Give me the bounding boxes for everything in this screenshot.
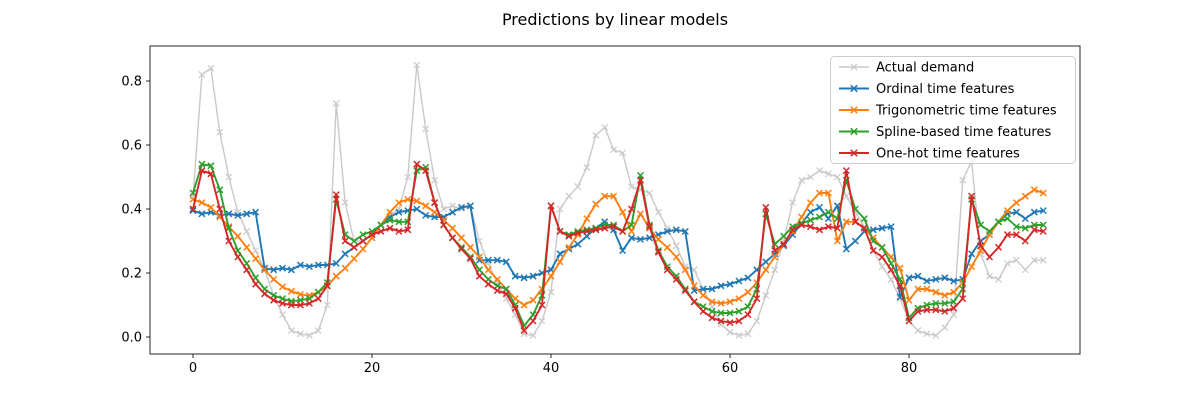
legend-x-marker-icon bbox=[850, 84, 858, 93]
legend-label: Actual demand bbox=[876, 61, 974, 76]
series-markers-one-hot-time-features bbox=[189, 160, 1047, 335]
legend-label: One-hot time features bbox=[876, 147, 1020, 162]
y-tick-label-1: 0.2 bbox=[121, 267, 142, 282]
legend-x-marker-icon bbox=[850, 63, 858, 71]
chart-title: Predictions by linear models bbox=[501, 10, 729, 29]
legend-label: Trigonometric time features bbox=[875, 104, 1057, 119]
legend-label: Spline-based time features bbox=[876, 125, 1051, 140]
x-tick-label-0: 0 bbox=[189, 361, 197, 376]
y-tick-label-0: 0.0 bbox=[121, 331, 142, 346]
legend-item-actual-demand: Actual demand bbox=[839, 61, 974, 76]
legend-x-marker-icon bbox=[850, 149, 858, 157]
y-tick-label-4: 0.8 bbox=[121, 75, 142, 90]
legend-box bbox=[830, 56, 1076, 164]
legend-item-ordinal-time-features: Ordinal time features bbox=[839, 82, 1015, 97]
legend-item-one-hot-time-features: One-hot time features bbox=[839, 147, 1020, 162]
legend-item-trigonometric-time-features: Trigonometric time features bbox=[839, 104, 1057, 119]
series-one-hot-time-features bbox=[189, 160, 1047, 335]
legend: Actual demand Ordinal time features Trigon… bbox=[830, 56, 1076, 164]
x-tick-label-4: 80 bbox=[901, 361, 918, 376]
series-line-actual-demand bbox=[192, 64, 1044, 337]
x-tick-label-2: 40 bbox=[543, 361, 560, 376]
series-line-one-hot-time-features bbox=[192, 163, 1044, 332]
x-tick-label-3: 60 bbox=[722, 361, 739, 376]
legend-item-spline-based-time-features: Spline-based time features bbox=[839, 125, 1051, 140]
legend-x-marker-icon bbox=[850, 127, 858, 136]
x-tick-label-1: 20 bbox=[364, 361, 381, 376]
legend-x-marker-icon bbox=[850, 106, 858, 114]
y-tick-label-2: 0.4 bbox=[121, 203, 142, 218]
legend-label: Ordinal time features bbox=[876, 82, 1015, 97]
y-tick-label-3: 0.6 bbox=[121, 139, 142, 154]
